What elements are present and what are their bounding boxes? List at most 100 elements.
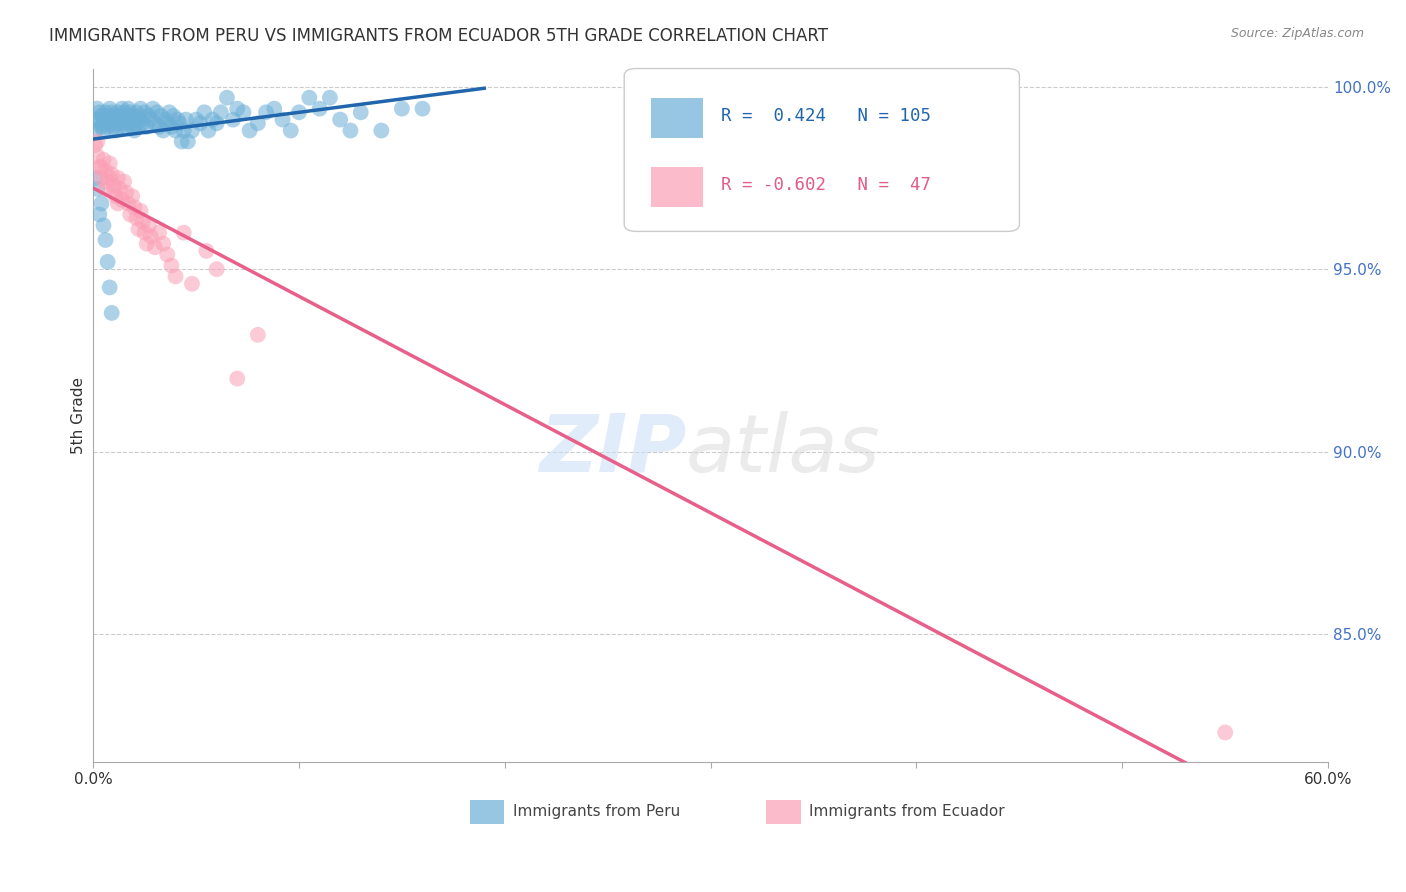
Point bbox=[94, 116, 117, 130]
Point bbox=[226, 371, 249, 385]
Point bbox=[93, 112, 115, 127]
Point bbox=[120, 116, 142, 130]
Point bbox=[181, 277, 204, 291]
Point bbox=[125, 105, 148, 120]
Point bbox=[157, 105, 180, 120]
Point bbox=[152, 236, 174, 251]
Point bbox=[160, 120, 183, 134]
Point bbox=[142, 102, 165, 116]
Text: R =  0.424   N = 105: R = 0.424 N = 105 bbox=[720, 107, 931, 125]
Point bbox=[138, 219, 160, 233]
Point bbox=[108, 109, 131, 123]
Text: IMMIGRANTS FROM PERU VS IMMIGRANTS FROM ECUADOR 5TH GRADE CORRELATION CHART: IMMIGRANTS FROM PERU VS IMMIGRANTS FROM … bbox=[49, 27, 828, 45]
Point bbox=[173, 123, 195, 137]
Point bbox=[104, 189, 127, 203]
Point bbox=[165, 123, 187, 137]
Point bbox=[108, 120, 131, 134]
Point bbox=[143, 240, 166, 254]
Point bbox=[329, 112, 352, 127]
Point bbox=[90, 120, 112, 134]
Point bbox=[97, 109, 120, 123]
Point bbox=[246, 116, 269, 130]
Point bbox=[117, 196, 139, 211]
Point bbox=[84, 171, 107, 186]
Point bbox=[93, 153, 115, 167]
Point bbox=[127, 109, 149, 123]
Point bbox=[138, 109, 160, 123]
Point bbox=[115, 186, 138, 200]
Text: R = -0.602   N =  47: R = -0.602 N = 47 bbox=[720, 176, 931, 194]
Point bbox=[288, 105, 311, 120]
Point bbox=[103, 109, 125, 123]
Point bbox=[107, 171, 129, 186]
Point bbox=[103, 120, 125, 134]
Point bbox=[112, 105, 135, 120]
Point bbox=[232, 105, 254, 120]
Point bbox=[169, 116, 191, 130]
Point bbox=[129, 102, 152, 116]
Point bbox=[103, 178, 125, 193]
Point bbox=[254, 105, 277, 120]
Point bbox=[174, 112, 197, 127]
Point bbox=[100, 116, 122, 130]
Point bbox=[90, 160, 112, 174]
Point bbox=[271, 112, 294, 127]
Point bbox=[162, 109, 184, 123]
Point bbox=[103, 186, 125, 200]
Point bbox=[124, 123, 146, 137]
Point bbox=[111, 193, 134, 207]
Point bbox=[89, 160, 111, 174]
Point bbox=[166, 112, 188, 127]
Point bbox=[112, 116, 135, 130]
Point bbox=[98, 280, 121, 294]
Point bbox=[107, 116, 129, 130]
Point bbox=[239, 123, 262, 137]
Point bbox=[308, 102, 330, 116]
Text: Immigrants from Ecuador: Immigrants from Ecuador bbox=[810, 804, 1005, 819]
Point bbox=[298, 91, 321, 105]
Point bbox=[98, 171, 121, 186]
Point bbox=[134, 226, 156, 240]
Point bbox=[135, 120, 157, 134]
Point bbox=[139, 112, 162, 127]
Point bbox=[104, 123, 127, 137]
Bar bbox=[651, 97, 703, 138]
Point bbox=[222, 112, 245, 127]
Point bbox=[94, 182, 117, 196]
Point bbox=[117, 112, 139, 127]
Point bbox=[263, 102, 285, 116]
Point bbox=[129, 203, 152, 218]
Point bbox=[129, 112, 152, 127]
Point bbox=[127, 120, 149, 134]
Point bbox=[112, 175, 135, 189]
Point bbox=[188, 116, 211, 130]
Point bbox=[148, 226, 170, 240]
Point bbox=[150, 109, 173, 123]
Point bbox=[97, 255, 120, 269]
Point bbox=[86, 149, 108, 163]
Point bbox=[84, 138, 107, 153]
Point bbox=[319, 91, 342, 105]
Point bbox=[131, 215, 153, 229]
Point bbox=[412, 102, 434, 116]
Point bbox=[107, 196, 129, 211]
Point bbox=[89, 105, 111, 120]
Point bbox=[152, 123, 174, 137]
Bar bbox=[766, 800, 801, 824]
Point bbox=[93, 123, 115, 137]
Point bbox=[350, 105, 373, 120]
Point bbox=[156, 116, 179, 130]
Point bbox=[100, 167, 122, 181]
Point bbox=[146, 105, 169, 120]
Point bbox=[205, 116, 228, 130]
Point bbox=[160, 259, 183, 273]
Point bbox=[135, 236, 157, 251]
Point bbox=[125, 211, 148, 225]
Point bbox=[86, 182, 108, 196]
Point bbox=[127, 222, 149, 236]
Point bbox=[181, 123, 204, 137]
Point bbox=[246, 327, 269, 342]
Point bbox=[111, 102, 134, 116]
Text: ZIP: ZIP bbox=[538, 410, 686, 489]
Point bbox=[108, 182, 131, 196]
